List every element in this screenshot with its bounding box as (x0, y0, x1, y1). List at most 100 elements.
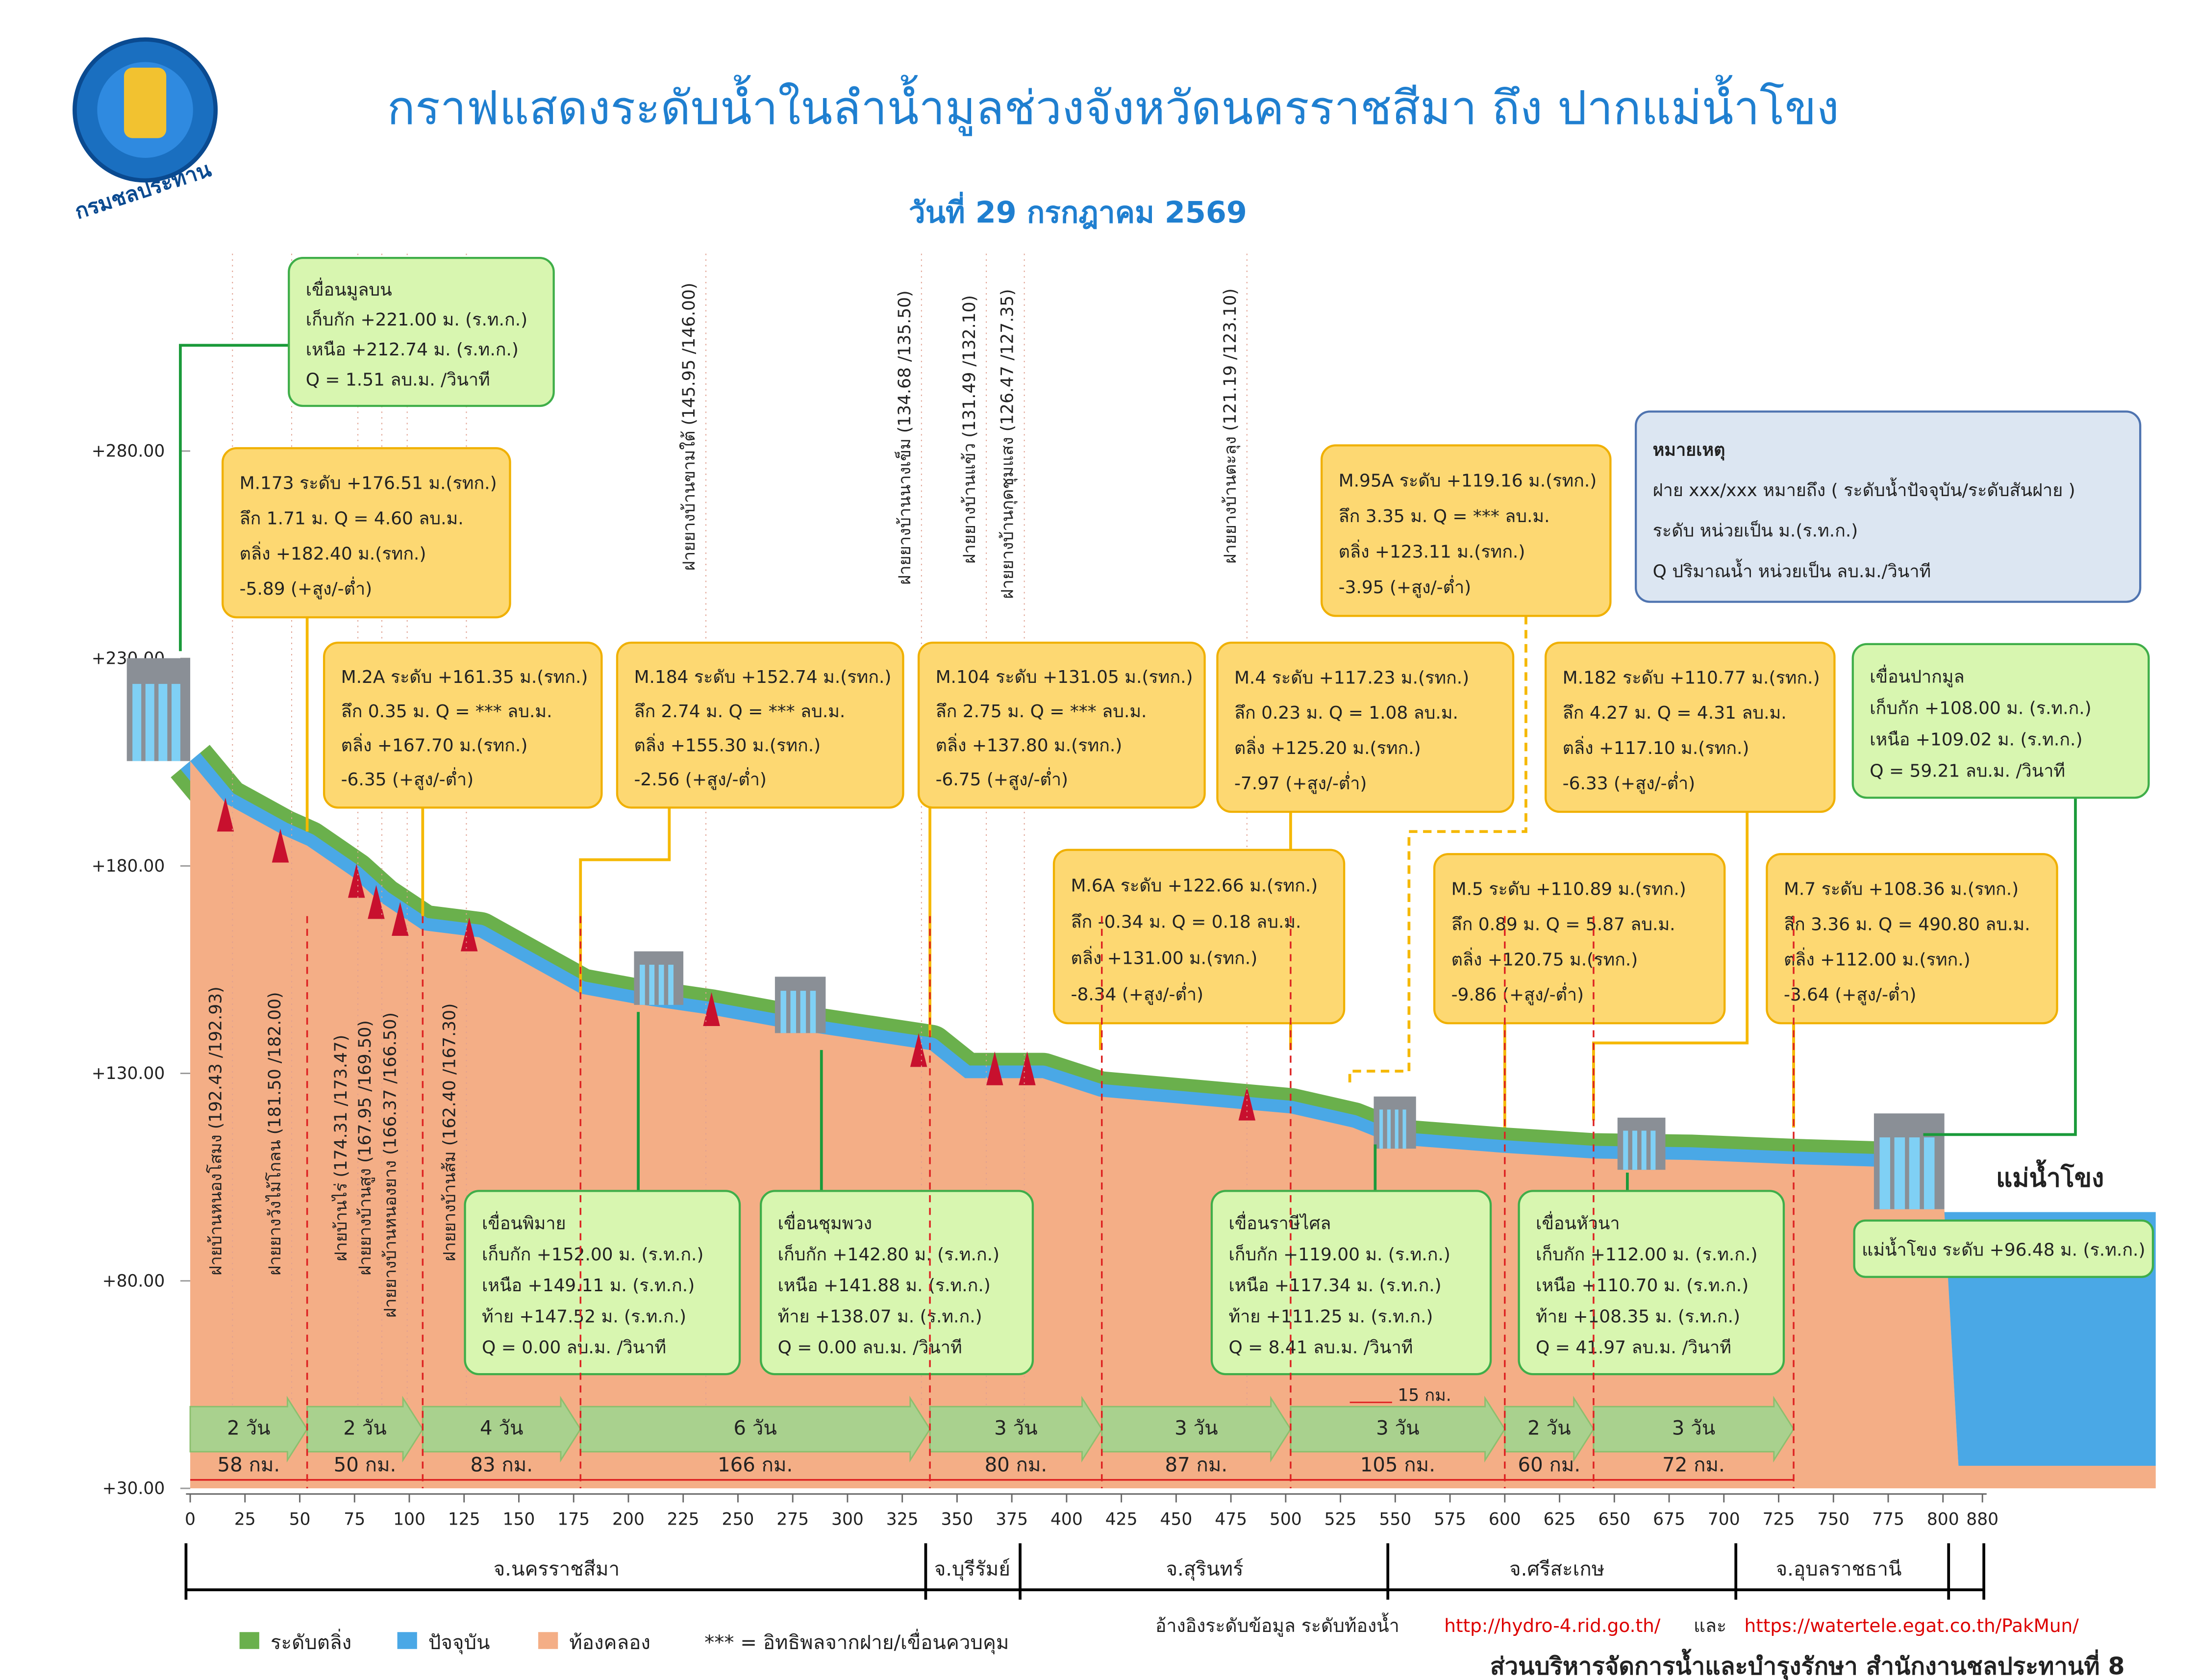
dam-spill (1387, 1109, 1391, 1149)
x-tick-label: 425 (1105, 1510, 1138, 1530)
station-box-line: ตลิ่ง +125.20 ม.(รทก.) (1234, 736, 1421, 758)
x-tick-label: 150 (503, 1510, 535, 1530)
dam-box-line: เหนือ +117.34 ม. (ร.ท.ก.) (1228, 1276, 1441, 1296)
dam-spill (1641, 1130, 1647, 1170)
dam-icon (774, 977, 826, 1033)
logo: กรมชลประทาน (72, 37, 218, 225)
x-tick-label: 800 (1927, 1510, 1959, 1530)
dam-box-line: เก็บกัก +221.00 ม. (ร.ท.ก.) (306, 308, 527, 330)
dam-box-line: ท้าย +108.35 ม. (ร.ท.ก.) (1536, 1306, 1740, 1327)
mekong-label: แม่น้ำโขง (1996, 1159, 2104, 1193)
station-box-line: -5.89 (+สูง/-ต่ำ) (240, 577, 373, 600)
x-tick-label: 475 (1215, 1510, 1247, 1530)
extra-distance: 15 กม. (1398, 1386, 1451, 1405)
station-box: M.4 ระดับ +117.23 ม.(รทก.) ลึก 0.23 ม. Q … (1216, 641, 1515, 813)
station-box: M.2A ระดับ +161.35 ม.(รทก.) ลึก 0.35 ม. Q… (323, 641, 603, 809)
station-box-bg (221, 447, 511, 619)
dam-box-line: เขื่อนปากมูล (1870, 665, 1964, 688)
station-box-line: ตลิ่ง +131.00 ม.(รทก.) (1071, 946, 1258, 968)
weir-icon (1238, 1086, 1256, 1121)
dam-box-line: เขื่อนหัวนา (1536, 1211, 1620, 1234)
station-box-line: -2.56 (+สูง/-ต่ำ) (634, 767, 767, 790)
station-box-line: -9.86 (+สูง/-ต่ำ) (1451, 982, 1584, 1005)
legend-swatch (239, 1632, 259, 1649)
station-box-line: M.5 ระดับ +110.89 ม.(รทก.) (1451, 879, 1686, 900)
travel-arrow (1101, 1396, 1292, 1463)
station-box-line: -3.95 (+สูง/-ต่ำ) (1339, 575, 1472, 598)
station-box-bg (917, 641, 1206, 809)
mekong-box (1853, 1219, 2154, 1278)
dam-spill (1650, 1130, 1656, 1170)
travel-km: 60 กม. (1518, 1454, 1581, 1476)
station-box-line: -6.75 (+สูง/-ต่ำ) (936, 767, 1069, 790)
dam-spill (668, 964, 674, 1005)
connector (1923, 798, 2077, 1136)
travel-km: 80 กม. (985, 1454, 1048, 1476)
travel-days: 2 วัน (1527, 1417, 1571, 1440)
footer: ส่วนบริหารจัดการน้ำและบำรุงรักษา สำนักงา… (1490, 1648, 2125, 1680)
title: กราฟแสดงระดับน้ำในลำน้ำมูลช่วงจังหวัดนคร… (387, 75, 1839, 136)
travel-days: 3 วัน (994, 1417, 1037, 1440)
dam-box-line: เหนือ +212.74 ม. (ร.ท.ก.) (306, 340, 519, 360)
dam-spill (145, 684, 154, 761)
dam-box: เขื่อนปากมูลเก็บกัก +108.00 ม. (ร.ท.ก.) เ… (1851, 643, 2150, 799)
dam-box-line: ท้าย +147.52 ม. (ร.ท.ก.) (482, 1306, 686, 1327)
dam-box-line: เหนือ +110.70 ม. (ร.ท.ก.) (1536, 1276, 1748, 1296)
travel-arrow (189, 1396, 308, 1463)
station-box-line: ตลิ่ง +155.30 ม.(รทก.) (634, 733, 821, 756)
station-box-line: ตลิ่ง +112.00 ม.(รทก.) (1784, 947, 1971, 970)
travel-arrow (306, 1396, 424, 1463)
station-box-line: ลึก 4.27 ม. Q = 4.31 ลบ.ม. (1563, 703, 1787, 723)
dam-spill (800, 991, 806, 1033)
x-tick-label: 525 (1324, 1510, 1357, 1530)
station-box-line: -6.33 (+สูง/-ต่ำ) (1563, 771, 1696, 794)
dam-box-line: เหนือ +141.88 ม. (ร.ท.ก.) (778, 1276, 991, 1296)
weir-label: ฝายยางบ้านแข้ว (131.49 /132.10) (960, 295, 979, 564)
y-tick-label: +80.00 (102, 1271, 165, 1291)
x-tick-label: 350 (941, 1510, 973, 1530)
dam-icon (1374, 1096, 1416, 1149)
x-tick-label: 50 (289, 1510, 311, 1530)
dam-box-line: เขื่อนพิมาย (482, 1211, 566, 1234)
x-tick-label: 325 (886, 1510, 919, 1530)
weir-icon (910, 1033, 927, 1067)
reference: อ้างอิงระดับข้อมูล ระดับท้องน้ำ (1155, 1612, 1399, 1637)
weir-icon (392, 902, 409, 936)
dam-spill (1879, 1137, 1890, 1209)
travel-arrow (422, 1396, 581, 1463)
y-tick-label: +130.00 (92, 1064, 165, 1083)
dam-box-line: เขื่อนชุมพวง (778, 1211, 872, 1234)
x-tick-label: 125 (448, 1510, 480, 1530)
dam-box-line: เหนือ +109.02 ม. (ร.ท.ก.) (1870, 729, 2082, 750)
station-box-line: -3.64 (+สูง/-ต่ำ) (1784, 982, 1917, 1005)
dam-spill (780, 991, 786, 1033)
weir-icon (703, 992, 720, 1026)
travel-km: 72 กม. (1662, 1454, 1725, 1476)
station-box-bg (323, 641, 603, 809)
station-box-line: M.182 ระดับ +110.77 ม.(รทก.) (1563, 668, 1820, 688)
reference-link: http://hydro-4.rid.go.th/ (1444, 1615, 1661, 1636)
travel-arrow (1290, 1396, 1506, 1463)
station-box-line: M.4 ระดับ +117.23 ม.(รทก.) (1234, 668, 1469, 688)
dam-spill (1623, 1130, 1628, 1170)
dam-icon (634, 951, 684, 1005)
dam-icon (1873, 1113, 1945, 1209)
dam-spill (171, 684, 180, 761)
dam-spill (658, 964, 664, 1005)
dam-spill (1894, 1137, 1905, 1209)
x-tick-label: 100 (393, 1510, 425, 1530)
station-box-bg (1433, 853, 1726, 1025)
weir-icon (1019, 1051, 1036, 1085)
station-box-line: ลึก 3.35 ม. Q = *** ลบ.ม. (1339, 506, 1550, 527)
x-tick-label: 250 (722, 1510, 754, 1530)
station-box: M.6A ระดับ +122.66 ม.(รทก.) ลึก -0.34 ม. … (1052, 849, 1346, 1025)
station-box: M.184 ระดับ +152.74 ม.(รทก.) ลึก 2.74 ม. … (616, 641, 904, 809)
dam-box-line: เก็บกัก +108.00 ม. (ร.ท.ก.) (1870, 697, 2091, 718)
station-box: M.182 ระดับ +110.77 ม.(รทก.) ลึก 4.27 ม. … (1545, 641, 1836, 813)
station-box-bg (1052, 849, 1346, 1025)
dam-spill (790, 991, 797, 1033)
legend-label: ระดับตลิ่ง (271, 1629, 351, 1654)
station-box: M.104 ระดับ +131.05 ม.(รทก.) ลึก 2.75 ม. … (917, 641, 1206, 809)
